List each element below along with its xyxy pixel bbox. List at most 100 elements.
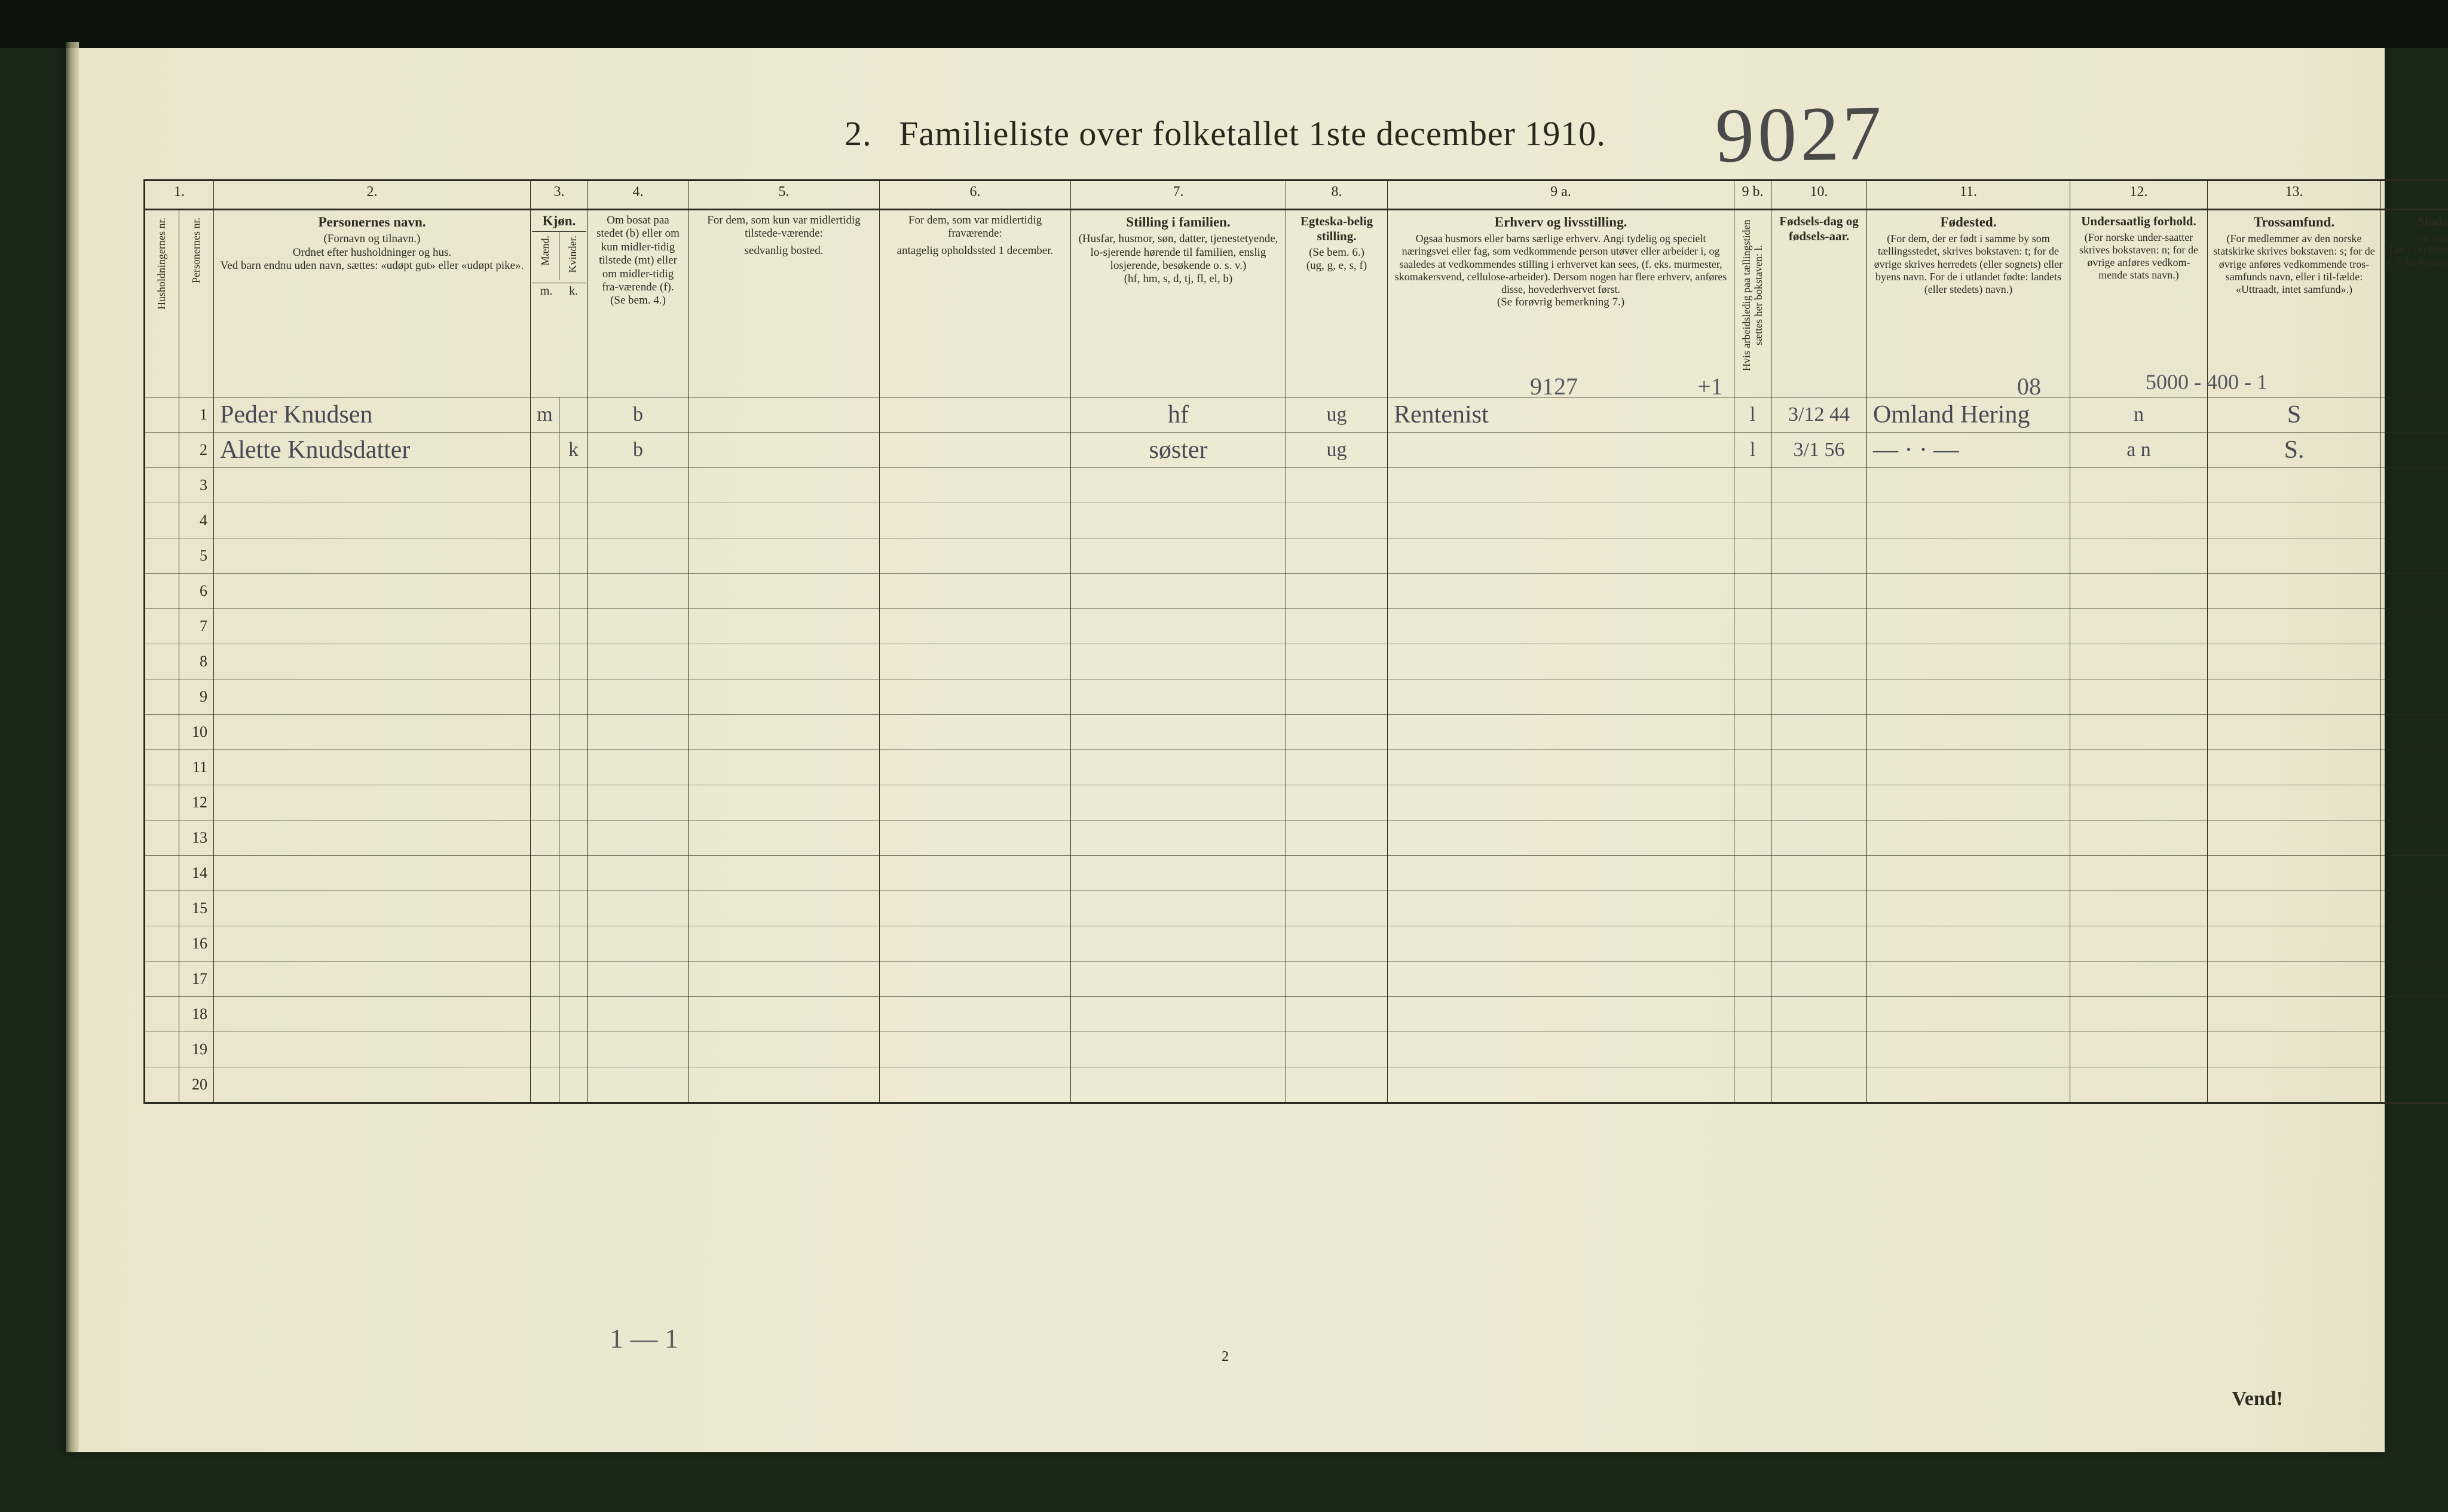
cell-erhverv [1388, 468, 1734, 503]
table-row-6: 6 [145, 574, 2448, 609]
cell-midl-tilstede [688, 926, 880, 962]
table-row-2: 2Alette Knudsdatterkbsøsterugl3/1 56— · … [145, 433, 2448, 468]
cell-hushold-nr [145, 750, 179, 785]
cell-erhverv [1388, 503, 1734, 538]
cell-hushold-nr [145, 856, 179, 891]
cell-hushold-nr [145, 997, 179, 1032]
cell-sindssvak [2381, 680, 2448, 715]
cell-hushold-nr [145, 785, 179, 821]
cell-stilling [1071, 1067, 1286, 1103]
table-row-7: 7 [145, 609, 2448, 644]
cell-undersaatlig [2070, 644, 2208, 680]
cell-sex-k [559, 856, 588, 891]
cell-sindssvak [2381, 503, 2448, 538]
cell-name [214, 997, 531, 1032]
cell-hushold-nr [145, 433, 179, 468]
cell-sindssvak [2381, 609, 2448, 644]
cell-arbeidsledig [1734, 609, 1771, 644]
cell-stilling [1071, 609, 1286, 644]
cell-person-nr: 12 [179, 785, 214, 821]
cell-fodested [1867, 503, 2070, 538]
cell-arbeidsledig [1734, 715, 1771, 750]
cell-sex-m [531, 997, 559, 1032]
cell-fodselsdag [1771, 1032, 1867, 1067]
cell-erhverv [1388, 856, 1734, 891]
cell-hushold-nr [145, 962, 179, 997]
cell-erhverv [1388, 538, 1734, 574]
cell-bosat [588, 821, 688, 856]
bottom-tally: 1 — 1 [610, 1323, 678, 1354]
cell-sex-m [531, 962, 559, 997]
census-table: 1. 2. 3. 4. 5. 6. 7. 8. 9 a. 9 b. 10. 11… [143, 179, 2319, 1104]
cell-sex-k [559, 574, 588, 609]
annot-5000: 5000 - 400 - 1 [2146, 369, 2268, 394]
cell-sex-k [559, 1067, 588, 1103]
cell-person-nr: 19 [179, 1032, 214, 1067]
hdr-husholdning-nr: Husholdningernes nr. [145, 210, 179, 397]
cell-midl-tilstede [688, 785, 880, 821]
cell-bosat [588, 891, 688, 926]
cell-fodselsdag [1771, 962, 1867, 997]
cell-midl-fravar [880, 821, 1071, 856]
table-row-18: 18 [145, 997, 2448, 1032]
cell-erhverv [1388, 433, 1734, 468]
cell-name [214, 821, 531, 856]
cell-trossamfund [2208, 644, 2381, 680]
cell-name [214, 715, 531, 750]
cell-fodselsdag [1771, 715, 1867, 750]
cell-egteskab [1286, 962, 1388, 997]
cell-erhverv [1388, 750, 1734, 785]
cell-bosat [588, 503, 688, 538]
cell-stilling [1071, 680, 1286, 715]
cell-trossamfund [2208, 538, 2381, 574]
cell-sex-m [531, 750, 559, 785]
cell-arbeidsledig [1734, 926, 1771, 962]
cell-erhverv [1388, 926, 1734, 962]
cell-fodested [1867, 1067, 2070, 1103]
cell-sex-k [559, 680, 588, 715]
cell-fodested [1867, 644, 2070, 680]
hdr-navn: Personernes navn. (Fornavn og tilnavn.) … [214, 210, 531, 397]
cell-person-nr: 8 [179, 644, 214, 680]
cell-trossamfund [2208, 1067, 2381, 1103]
hdr-person-nr: Personernes nr. [179, 210, 214, 397]
cell-sindssvak [2381, 821, 2448, 856]
cell-midl-tilstede [688, 574, 880, 609]
cell-bosat: b [588, 397, 688, 433]
cell-undersaatlig [2070, 856, 2208, 891]
cell-arbeidsledig [1734, 574, 1771, 609]
cell-sex-m [531, 891, 559, 926]
cell-stilling [1071, 891, 1286, 926]
colnum-12: 12. [2070, 180, 2208, 210]
cell-hushold-nr [145, 680, 179, 715]
cell-fodselsdag [1771, 644, 1867, 680]
cell-sindssvak [2381, 926, 2448, 962]
cell-fodested [1867, 821, 2070, 856]
hdr-arbeidsledig: Hvis arbeidsledig paa tællingstiden sætt… [1734, 210, 1771, 397]
colnum-5: 5. [688, 180, 880, 210]
cell-hushold-nr [145, 715, 179, 750]
cell-sindssvak [2381, 785, 2448, 821]
cell-sindssvak [2381, 750, 2448, 785]
cell-egteskab [1286, 1067, 1388, 1103]
cell-name [214, 1067, 531, 1103]
cell-bosat [588, 1067, 688, 1103]
cell-stilling [1071, 856, 1286, 891]
cell-arbeidsledig: l [1734, 433, 1771, 468]
cell-trossamfund [2208, 856, 2381, 891]
hdr-stilling-familie: Stilling i familien. (Husfar, husmor, sø… [1071, 210, 1286, 397]
cell-sex-m [531, 433, 559, 468]
cell-trossamfund [2208, 891, 2381, 926]
cell-hushold-nr [145, 609, 179, 644]
cell-stilling [1071, 644, 1286, 680]
cell-trossamfund [2208, 680, 2381, 715]
cell-sex-k [559, 1032, 588, 1067]
cell-bosat [588, 644, 688, 680]
cell-fodselsdag: 3/1 56 [1771, 433, 1867, 468]
annot-9127: 9127 [1530, 372, 1578, 400]
cell-midl-fravar [880, 433, 1071, 468]
table-row-3: 3 [145, 468, 2448, 503]
cell-person-nr: 18 [179, 997, 214, 1032]
hdr-egteskab: Egteska-belig stilling. (Se bem. 6.) (ug… [1286, 210, 1388, 397]
cell-egteskab [1286, 644, 1388, 680]
